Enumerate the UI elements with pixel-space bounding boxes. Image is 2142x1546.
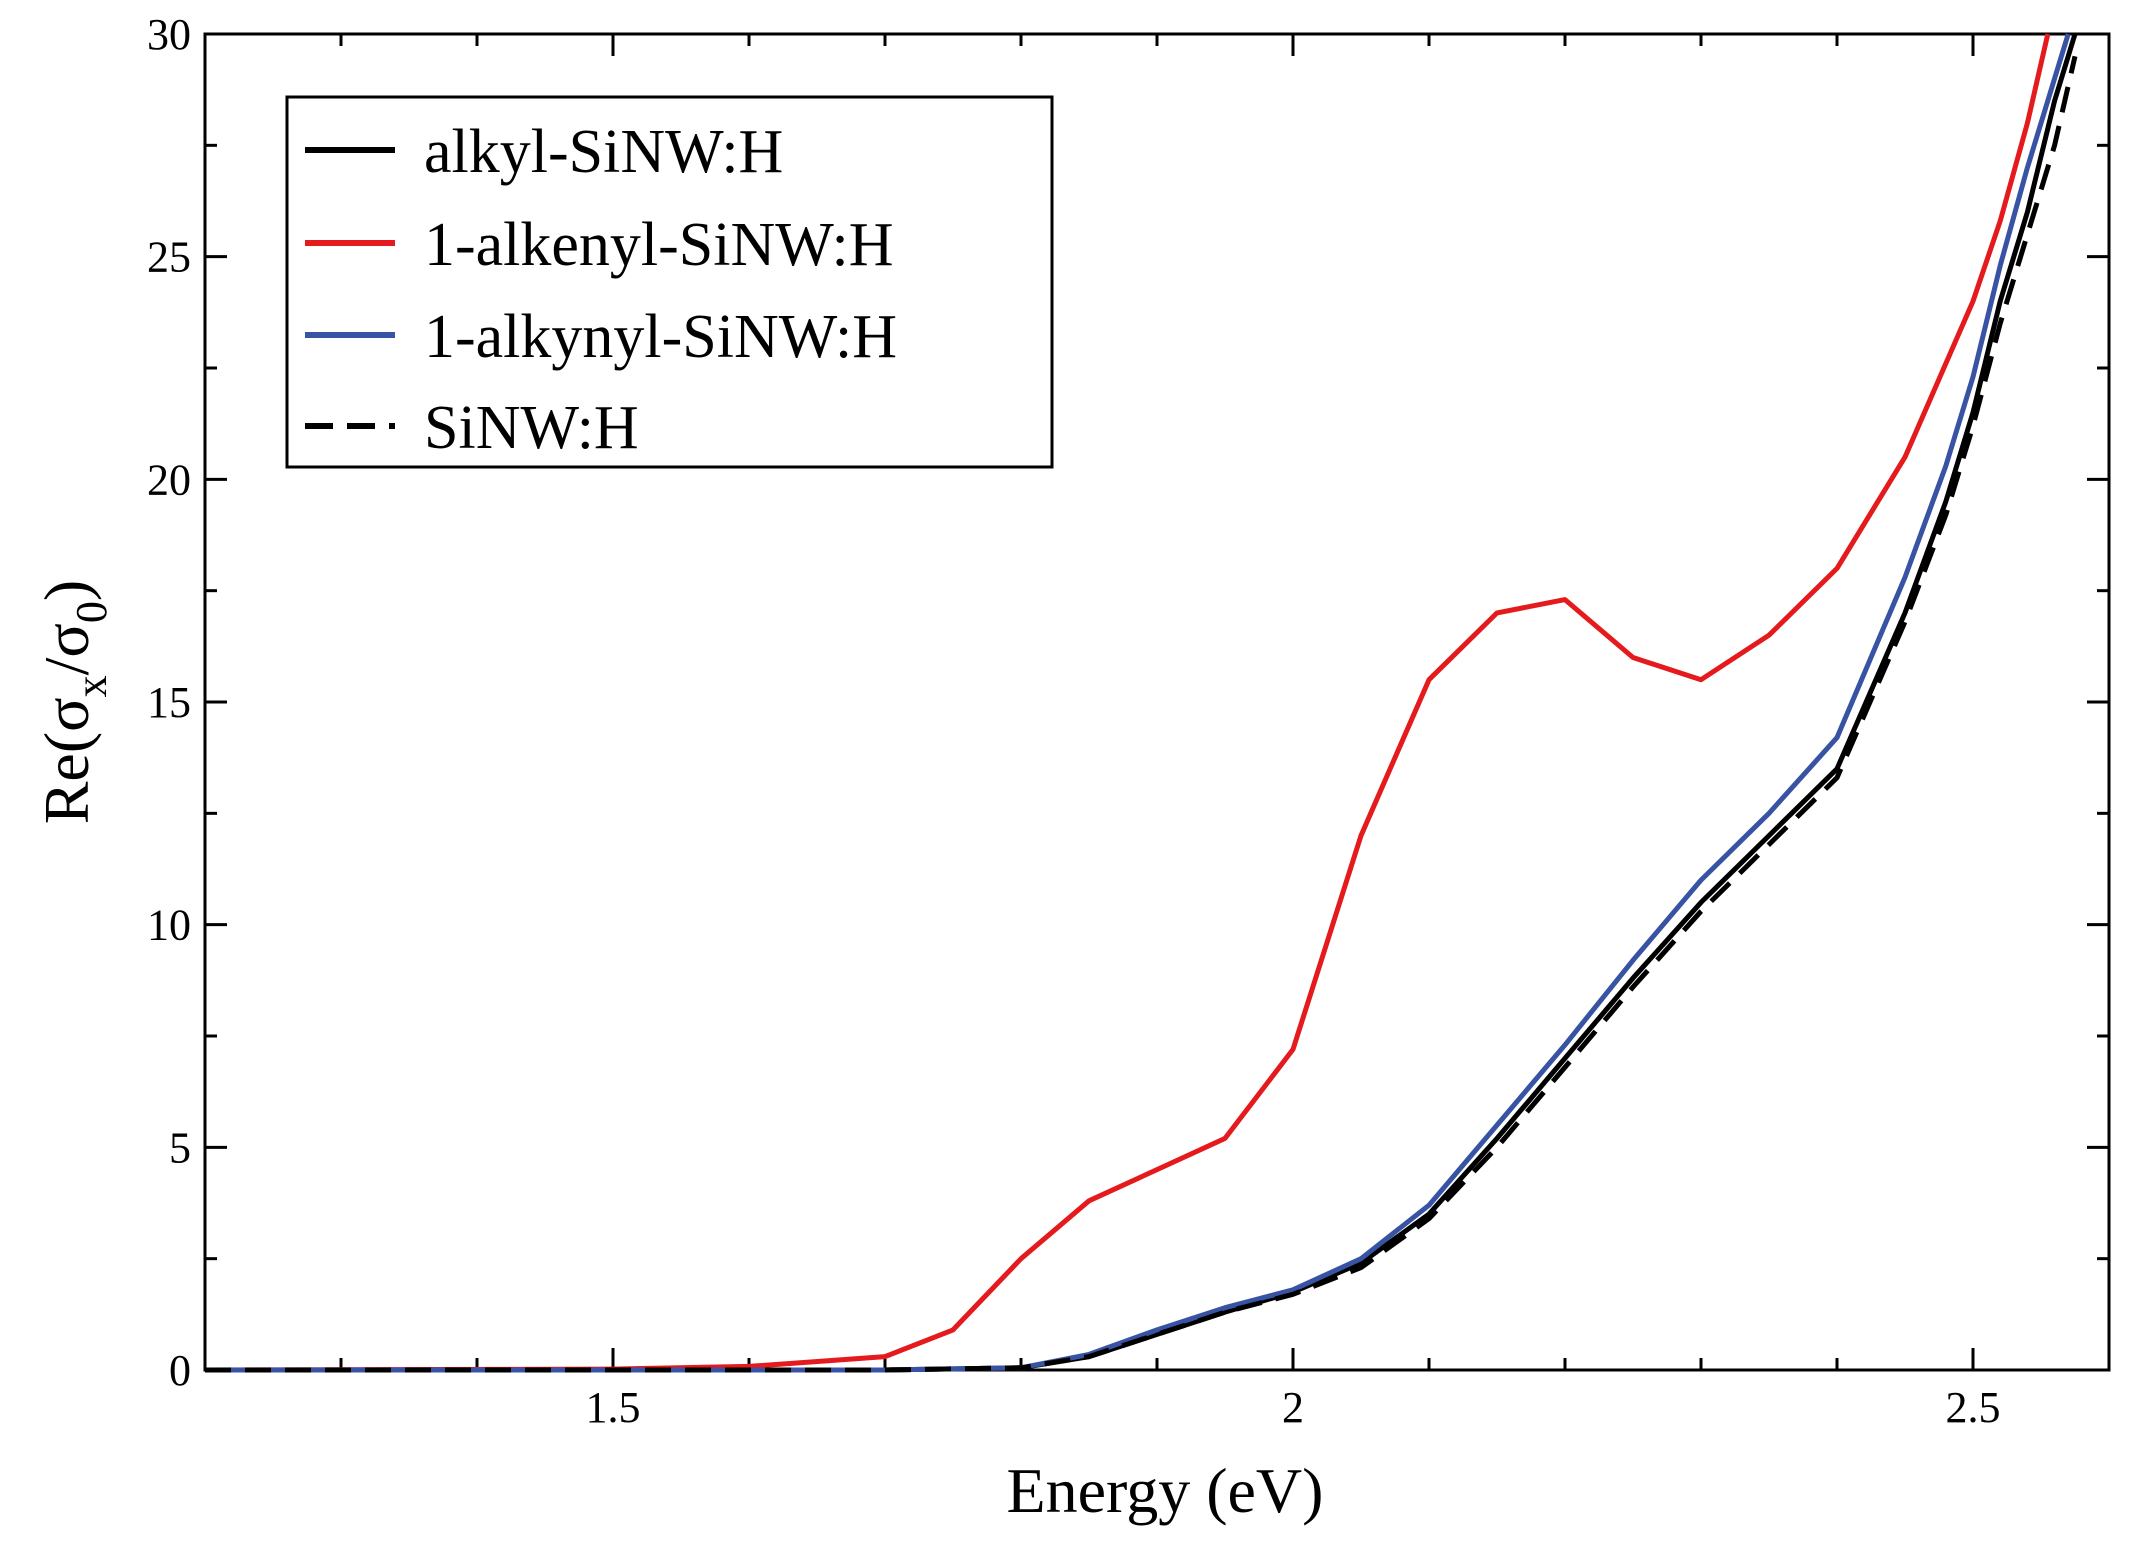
- y-axis-title-close: ): [31, 580, 102, 601]
- x-axis-title: Energy (eV): [1007, 1455, 1324, 1526]
- y-tick-label: 5: [169, 1123, 191, 1172]
- y-tick-label: 15: [147, 678, 191, 727]
- y-axis-title-sub-x: x: [67, 675, 116, 697]
- tick-labels: 1.5 2 2.5 0 5 10 15 20 25 30: [147, 10, 2001, 1432]
- series-line-1: [204, 33, 2051, 1373]
- y-tick-label: 30: [147, 10, 191, 59]
- x-tick-label: 2.5: [1946, 1383, 2001, 1432]
- legend-label-alkyl: alkyl-SiNW:H: [424, 118, 783, 186]
- y-axis-title-sigma-x: σ: [31, 697, 102, 732]
- legend-label-alkynyl: 1-alkynyl-SiNW:H: [424, 303, 897, 371]
- y-tick-label: 25: [147, 233, 191, 282]
- x-tick-label: 1.5: [586, 1383, 641, 1432]
- legend-box: [285, 95, 1054, 469]
- y-tick-label: 0: [169, 1346, 191, 1395]
- y-axis-title-base: Re(: [31, 732, 102, 824]
- y-axis-title-sub-0: 0: [67, 601, 116, 623]
- legend-label-sinw: SiNW:H: [424, 394, 639, 462]
- axis-ticks: [205, 32, 2109, 1372]
- series-line-2: [205, 33, 2071, 1373]
- legend: alkyl-SiNW:H 1-alkenyl-SiNW:H 1-alkynyl-…: [285, 95, 1054, 469]
- y-axis-title-sigma-0: σ: [31, 623, 102, 658]
- y-tick-label: 20: [147, 455, 191, 504]
- series-line-3: [205, 55, 2078, 1373]
- legend-label-alkenyl: 1-alkenyl-SiNW:H: [424, 211, 893, 279]
- y-axis-title: Re(σx/σ0): [31, 580, 116, 825]
- y-axis-title-slash: /: [31, 657, 102, 675]
- series-lines: [204, 33, 2078, 1373]
- y-tick-label: 10: [147, 901, 191, 950]
- x-tick-label: 2: [1282, 1383, 1304, 1432]
